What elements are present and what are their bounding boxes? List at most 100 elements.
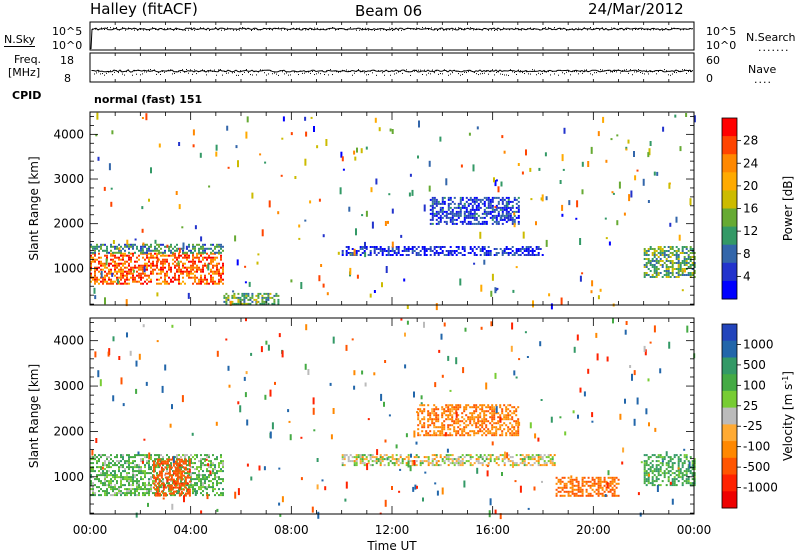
nave-dot bbox=[102, 73, 103, 75]
velocity-cell bbox=[517, 432, 520, 435]
velocity-cell bbox=[144, 482, 146, 485]
velocity-cell bbox=[435, 420, 438, 423]
power-cell bbox=[192, 245, 194, 248]
velocity-cell bbox=[587, 494, 590, 497]
nsearch-dot bbox=[542, 28, 543, 30]
velocity-cell bbox=[451, 410, 454, 413]
power-cell bbox=[673, 268, 676, 270]
power-cell bbox=[383, 250, 386, 252]
velocity-cell bbox=[479, 412, 482, 415]
power-cell bbox=[152, 262, 154, 265]
nsearch-dot bbox=[665, 28, 666, 30]
nave-dot bbox=[606, 72, 607, 74]
power-cell bbox=[186, 270, 188, 273]
nsearch-dot bbox=[614, 28, 615, 30]
power-cell bbox=[200, 282, 202, 285]
power-cell bbox=[497, 220, 500, 223]
power-cell bbox=[130, 266, 132, 269]
velocity-cell bbox=[347, 460, 350, 463]
velocity-cell bbox=[643, 462, 646, 465]
nave-dot bbox=[426, 74, 427, 76]
velocity-cell bbox=[112, 464, 114, 467]
velocity-cell bbox=[445, 404, 448, 407]
power-cell bbox=[108, 276, 110, 279]
nave-dot bbox=[252, 74, 253, 76]
power-cell bbox=[275, 294, 278, 297]
power-cell bbox=[257, 294, 260, 297]
velocity-cell bbox=[106, 480, 108, 483]
velocity-cell bbox=[136, 466, 138, 469]
velocity-cell bbox=[100, 474, 102, 477]
nave-dot bbox=[114, 71, 115, 73]
power-cell bbox=[162, 280, 164, 283]
nsearch-dot bbox=[605, 28, 606, 30]
velocity-cell bbox=[178, 488, 181, 491]
power-cell bbox=[429, 222, 432, 225]
velocity-cell bbox=[210, 462, 212, 465]
power-cell bbox=[142, 268, 144, 271]
power-cell bbox=[495, 179, 498, 182]
nave-dot bbox=[164, 71, 165, 73]
velocity-cell bbox=[100, 482, 102, 485]
power-cell bbox=[643, 248, 646, 250]
velocity-cell bbox=[467, 416, 470, 419]
velocity-cell bbox=[467, 460, 470, 463]
nave-dot bbox=[376, 74, 377, 76]
power-cell bbox=[501, 206, 504, 209]
velocity-cell bbox=[543, 454, 546, 457]
velocity-cell bbox=[539, 341, 542, 347]
velocity-cell bbox=[423, 424, 426, 427]
nave-dot bbox=[120, 70, 121, 72]
velocity-cell bbox=[689, 484, 692, 487]
velocity-cell bbox=[609, 476, 612, 479]
power-cell bbox=[435, 252, 438, 254]
power-cell bbox=[222, 272, 224, 275]
velocity-cell bbox=[130, 456, 132, 459]
velocity-cell bbox=[509, 432, 512, 435]
velocity-cell bbox=[457, 414, 460, 417]
nave-dot bbox=[384, 74, 385, 76]
velocity-cell bbox=[507, 408, 510, 411]
velocity-cell bbox=[495, 434, 498, 437]
velocity-cell bbox=[114, 492, 116, 495]
power-cell bbox=[277, 300, 280, 303]
power-cell bbox=[485, 252, 488, 254]
velocity-cell bbox=[433, 422, 436, 425]
power-cell bbox=[471, 200, 474, 203]
velocity-cell bbox=[316, 484, 319, 490]
power-cell bbox=[429, 198, 432, 201]
power-cell bbox=[441, 202, 444, 205]
velocity-cell bbox=[655, 478, 658, 481]
velocity-cell bbox=[158, 492, 161, 495]
power-cell bbox=[194, 266, 196, 269]
nave-dot bbox=[528, 73, 529, 75]
velocity-cell bbox=[128, 490, 130, 493]
power-cell bbox=[102, 278, 104, 281]
power-cell bbox=[345, 254, 348, 256]
velocity-cell bbox=[447, 456, 450, 459]
power-cell bbox=[196, 266, 198, 269]
velocity-cell bbox=[559, 494, 562, 497]
power-cell bbox=[495, 196, 498, 199]
power-cell bbox=[94, 278, 96, 281]
nave-dot bbox=[462, 73, 463, 75]
velocity-cell bbox=[401, 458, 404, 461]
velocity-cell bbox=[669, 474, 672, 477]
nave-dot bbox=[438, 73, 439, 75]
nave-dot bbox=[414, 70, 415, 72]
power-cell bbox=[673, 262, 676, 264]
velocity-cell bbox=[425, 460, 428, 463]
velocity-cell bbox=[443, 460, 446, 463]
power-cell bbox=[152, 249, 154, 252]
velocity-cell bbox=[479, 420, 482, 423]
velocity-cell bbox=[447, 418, 450, 421]
velocity-cell bbox=[539, 454, 542, 457]
velocity-cell bbox=[184, 482, 187, 485]
velocity-cell bbox=[180, 456, 182, 459]
power-cell bbox=[114, 264, 116, 267]
power-cell bbox=[198, 282, 200, 285]
velocity-cell bbox=[135, 388, 138, 394]
power-cell bbox=[166, 254, 168, 257]
velocity-cell bbox=[172, 490, 175, 493]
velocity-cell bbox=[202, 476, 204, 479]
